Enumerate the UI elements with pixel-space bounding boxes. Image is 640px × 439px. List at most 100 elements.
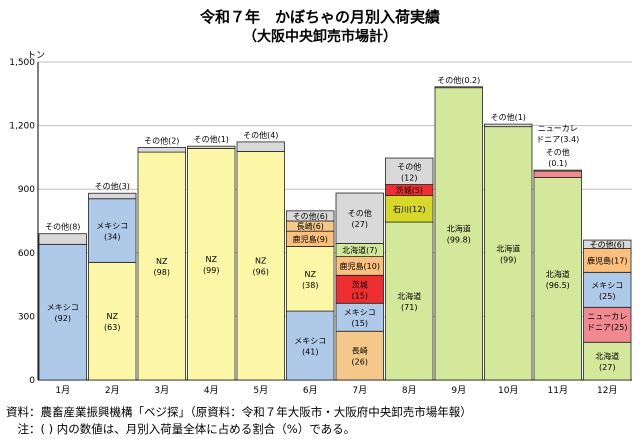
bar-segment: [187, 145, 236, 149]
x-tick-label: 9月: [451, 385, 466, 396]
x-tick-label: 2月: [105, 385, 120, 396]
y-unit-label: トン: [27, 51, 45, 61]
segment-pct: (27): [599, 363, 615, 372]
footnote: 注：( ) 内の数値は、月別入荷量全体に占める割合（%）である。: [6, 422, 356, 436]
bar-segment: [533, 169, 582, 172]
bar-segment: [286, 210, 335, 222]
bar-segment: [583, 239, 632, 249]
x-tick-label: 7月: [352, 385, 367, 396]
bar-segment: [335, 192, 384, 244]
segment-label: 鹿児島(17): [587, 255, 627, 265]
segment-label: その他(1): [194, 134, 229, 144]
x-tick-label: 6月: [303, 385, 318, 396]
segment-pct: (15): [352, 291, 368, 300]
bar-segment: [137, 147, 186, 153]
segment-pct: (15): [352, 319, 368, 328]
segment-pct: (71): [401, 303, 417, 312]
bar-segment: [38, 233, 87, 245]
segment-label: その他(6): [590, 239, 625, 249]
bar-segment: [88, 192, 137, 200]
segment-label: その他: [397, 161, 421, 171]
segment-label: メキシコ: [591, 281, 623, 290]
bar-segment: [38, 243, 87, 381]
bar-segment: [335, 330, 384, 381]
segment-label: メキシコ: [344, 308, 376, 317]
segment-label: 茨城: [352, 279, 368, 289]
bar-segment: [484, 126, 533, 381]
segment-label: その他: [546, 147, 570, 157]
segment-pct: (99): [203, 266, 219, 275]
x-tick-label: 8月: [402, 385, 417, 396]
chart-title: 令和７年 かぼちゃの月別入荷実績: [199, 8, 440, 26]
bar-segment: [484, 123, 533, 128]
bar-segment: [385, 221, 434, 381]
y-tick-label: 600: [18, 249, 35, 259]
segment-pct: (63): [104, 323, 120, 332]
segment-pct: (99.8): [447, 236, 471, 245]
segment-label: NZ: [305, 270, 317, 279]
bar-segment: [583, 341, 632, 381]
segment-label: 石川(12): [393, 205, 425, 214]
segment-label: メキシコ: [47, 303, 79, 312]
segment-label: 北海道: [496, 243, 520, 253]
x-tick-label: 10月: [498, 385, 518, 396]
y-tick-label: 300: [18, 312, 35, 322]
segment-pct: (92): [55, 314, 71, 323]
segment-label: NZ: [206, 255, 218, 264]
segment-label: 北海道: [447, 224, 471, 234]
source-note: 資料：農畜産業振興機構「ベジ探」（原資料：令和７年大阪市・大阪府中央卸売市場年報…: [6, 405, 472, 419]
segment-label: その他(4): [243, 130, 278, 140]
segment-pct: (0.1): [548, 159, 567, 168]
segment-label: その他(6): [293, 211, 328, 221]
segment-pct: (12): [401, 173, 417, 182]
segment-label: 北海道: [595, 351, 619, 361]
segment-label: NZ: [255, 257, 267, 266]
segment-pct: (27): [352, 220, 368, 229]
segment-label: ニューカレ: [587, 312, 627, 321]
segment-label: 長崎(6): [297, 221, 324, 231]
segment-pct: (25): [599, 292, 615, 301]
bar-segment: [335, 274, 384, 304]
bar-segment: [434, 87, 483, 381]
bar-segment: [385, 157, 434, 185]
segment-label: その他(2): [144, 135, 179, 145]
segment-label: ドニア(3.4): [536, 135, 579, 144]
segment-label: その他: [348, 208, 372, 218]
y-tick-label: 1,200: [9, 122, 35, 132]
segment-label: NZ: [107, 312, 119, 321]
y-tick-label: 0: [29, 376, 35, 386]
bar-segment: [187, 148, 236, 381]
chart-subtitle: （大阪中央卸売市場計）: [243, 29, 397, 45]
segment-label: 北海道: [546, 269, 570, 279]
bar-segment: [137, 151, 186, 381]
bar-segment: [88, 261, 137, 381]
segment-pct: (34): [104, 233, 120, 242]
segment-label: メキシコ: [96, 222, 128, 231]
y-tick-label: 1,500: [9, 58, 35, 68]
x-tick-label: 1月: [55, 385, 70, 396]
bar-segment: [236, 151, 285, 381]
bar-segment: [583, 271, 632, 308]
segment-pct: (98): [154, 268, 170, 277]
segment-label: その他(3): [95, 181, 130, 191]
x-tick-label: 4月: [204, 385, 219, 396]
segment-pct: (99): [500, 255, 516, 264]
x-tick-label: 3月: [154, 385, 169, 396]
segment-pct: (41): [302, 348, 318, 357]
x-tick-label: 11月: [548, 385, 568, 396]
segment-label: その他(8): [45, 222, 80, 232]
bar-segment: [286, 310, 335, 381]
segment-label: その他(0.2): [437, 75, 480, 85]
segment-label: 鹿児島(9): [293, 234, 328, 244]
segment-label: 北海道(7): [342, 245, 377, 255]
segment-label: その他(1): [491, 112, 526, 122]
bar-segment: [88, 198, 137, 263]
segment-label: メキシコ: [294, 337, 326, 346]
segment-pct: (26): [352, 358, 368, 367]
segment-pct: (96.5): [546, 281, 570, 290]
segment-label: 鹿児島(10): [340, 261, 380, 271]
x-tick-label: 12月: [597, 385, 617, 396]
bar-segment: [335, 302, 384, 332]
segment-pct: (96): [253, 268, 269, 277]
